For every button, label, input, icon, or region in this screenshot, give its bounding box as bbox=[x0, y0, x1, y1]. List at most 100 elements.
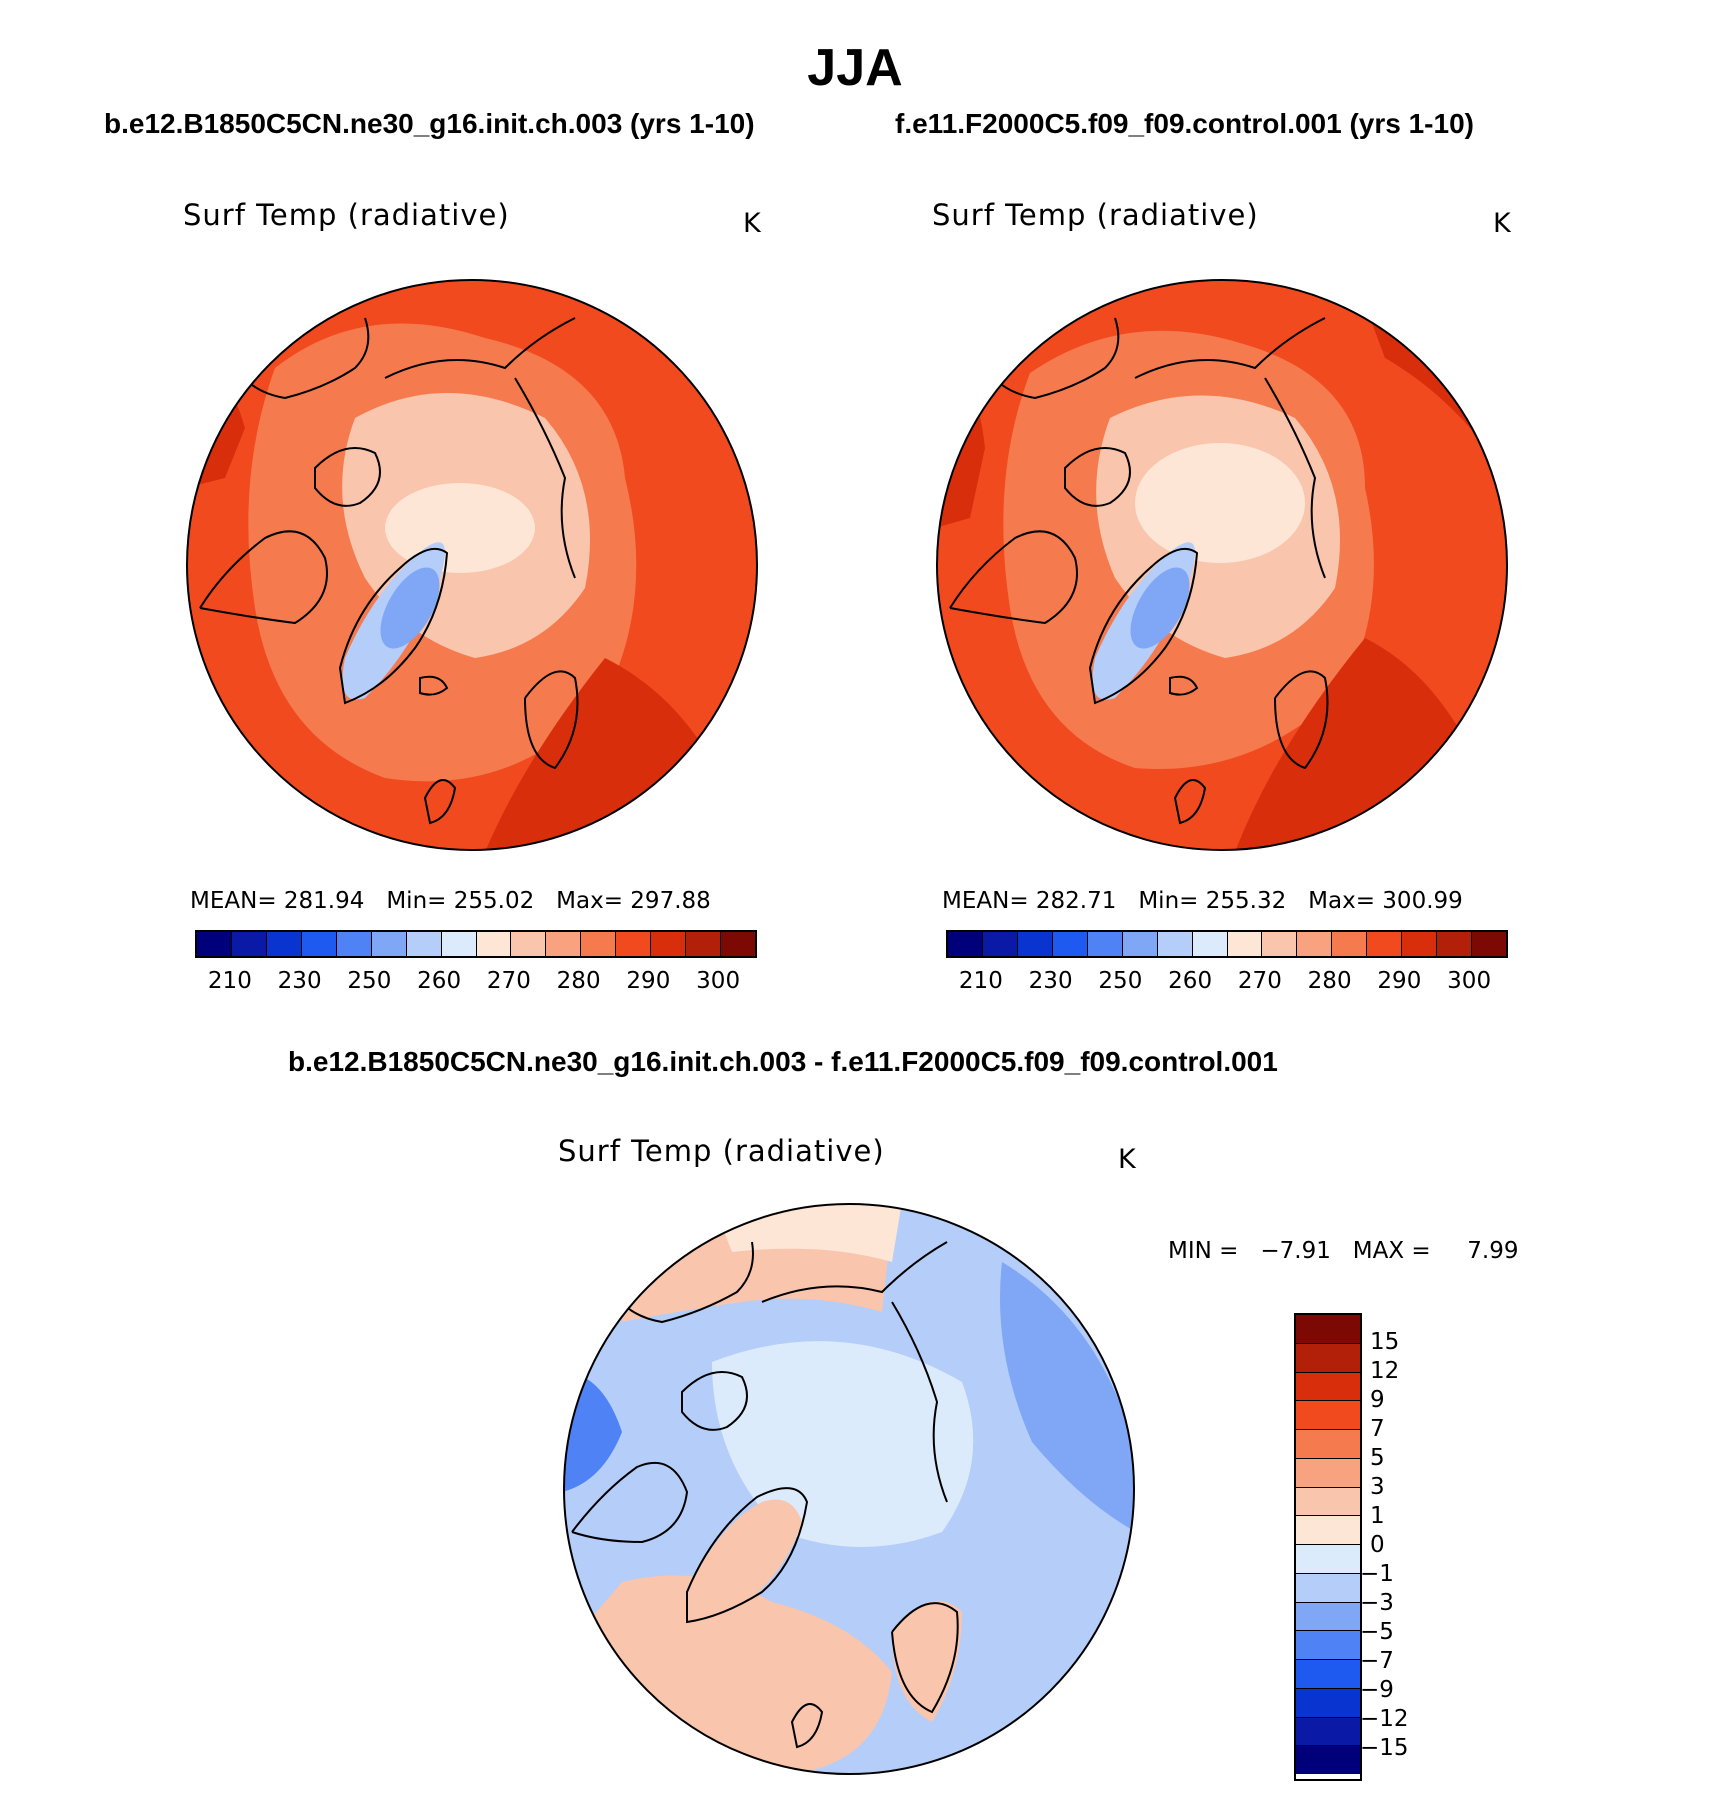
colorbar-tick-label: 260 bbox=[417, 968, 462, 994]
colorbar-tick-label: 300 bbox=[1447, 968, 1492, 994]
colorbar-swatch bbox=[721, 932, 755, 956]
colorbar-tick-label: 230 bbox=[277, 968, 322, 994]
min-value: 255.32 bbox=[1205, 888, 1287, 914]
case2-units: K bbox=[1493, 208, 1511, 239]
colorbar-swatch bbox=[1192, 932, 1228, 956]
colorbar-swatch bbox=[1367, 932, 1403, 956]
mean-label: MEAN= bbox=[942, 888, 1029, 914]
colorbar-swatch bbox=[546, 932, 582, 956]
canada-coast bbox=[199, 530, 328, 625]
diff-stats: MIN = −7.91 MAX = 7.99 bbox=[1168, 1238, 1518, 1264]
colorbar-swatch bbox=[651, 932, 687, 956]
scandinavia-coast bbox=[891, 1602, 959, 1714]
mean-value: 282.71 bbox=[1035, 888, 1117, 914]
siberia-coast bbox=[384, 317, 576, 579]
light-zone bbox=[712, 1341, 974, 1547]
colorbar-tick-label: 0 bbox=[1370, 1532, 1385, 1558]
colorbar-tick-label: 12 bbox=[1370, 1358, 1400, 1384]
archipelago-coast bbox=[314, 447, 381, 507]
colorbar-swatch bbox=[1297, 932, 1333, 956]
diff-max-value: 7.99 bbox=[1467, 1238, 1519, 1264]
colorbar-swatch bbox=[1296, 1717, 1360, 1747]
colorbar-swatch bbox=[441, 932, 477, 956]
colorbar-tick-label: 250 bbox=[1098, 968, 1143, 994]
colorbar-tick-label: 7 bbox=[1370, 1416, 1385, 1442]
colorbar-swatch bbox=[1296, 1545, 1360, 1574]
iceland-coast bbox=[419, 675, 449, 696]
colorbar-tick-label: 270 bbox=[1237, 968, 1282, 994]
colorbar-swatch bbox=[1437, 932, 1473, 956]
scandinavia-coast bbox=[1274, 670, 1329, 770]
case1-colorbar bbox=[195, 930, 757, 958]
mean-label: MEAN= bbox=[190, 888, 277, 914]
colorbar-tick-label: 3 bbox=[1370, 1474, 1385, 1500]
colorbar-tick-label: 260 bbox=[1168, 968, 1213, 994]
colorbar-swatch bbox=[1332, 932, 1368, 956]
mean-value: 281.94 bbox=[283, 888, 365, 914]
colorbar-swatch bbox=[1087, 932, 1123, 956]
colorbar-tick-label: 280 bbox=[1307, 968, 1352, 994]
case1-header: b.e12.B1850C5CN.ne30_g16.init.ch.003 (yr… bbox=[104, 108, 755, 139]
diff-min-value: −7.91 bbox=[1260, 1238, 1331, 1264]
colorbar-swatch bbox=[511, 932, 547, 956]
colorbar-swatch bbox=[1472, 932, 1506, 956]
uk-coast bbox=[423, 779, 457, 825]
greenland-coast bbox=[686, 1487, 809, 1624]
alaska-coast bbox=[989, 317, 1120, 400]
colorbar-swatch bbox=[948, 932, 983, 956]
colorbar-swatch bbox=[1296, 1458, 1360, 1488]
colorbar-tick-label: 15 bbox=[1370, 1329, 1400, 1355]
east-cool bbox=[1000, 1262, 1134, 1532]
colorbar-tick-label: 210 bbox=[207, 968, 252, 994]
colorbar-swatch bbox=[1296, 1602, 1360, 1632]
diff-min-label: MIN = bbox=[1168, 1238, 1239, 1264]
case1-plot-title: Surf Temp (radiative) bbox=[183, 198, 510, 232]
diff-colorbar bbox=[1294, 1313, 1362, 1781]
colorbar-swatch bbox=[1296, 1401, 1360, 1430]
colorbar-swatch bbox=[616, 932, 652, 956]
colorbar-tick-label: −9 bbox=[1360, 1677, 1394, 1703]
uk-coast bbox=[1173, 779, 1207, 825]
min-value: 255.02 bbox=[453, 888, 535, 914]
case2-plot-title: Surf Temp (radiative) bbox=[932, 198, 1259, 232]
alaska-coast bbox=[239, 317, 370, 400]
alaska-coast bbox=[616, 1241, 754, 1324]
pole-zone bbox=[1135, 443, 1305, 563]
diff-header: b.e12.B1850C5CN.ne30_g16.init.ch.003 - f… bbox=[288, 1046, 1278, 1077]
colorbar-swatch bbox=[1122, 932, 1158, 956]
colorbar-swatch bbox=[1296, 1372, 1360, 1402]
diff-colorbar-ticks: 15 12 9 7 5 3 1 0 −1 −3 −5 −7 −9 −12 −15 bbox=[1360, 1313, 1460, 1777]
colorbar-tick-label: −5 bbox=[1360, 1619, 1394, 1645]
colorbar-swatch bbox=[982, 932, 1018, 956]
siberia-coast bbox=[1134, 317, 1326, 579]
case2-colorbar bbox=[946, 930, 1508, 958]
colorbar-tick-label: 290 bbox=[626, 968, 671, 994]
colorbar-swatch bbox=[371, 932, 407, 956]
colorbar-swatch bbox=[1296, 1660, 1360, 1689]
scandinavia-coast bbox=[524, 670, 579, 770]
siberia-coast bbox=[761, 1241, 948, 1503]
greenland-core bbox=[380, 567, 440, 649]
colorbar-swatch bbox=[1296, 1516, 1360, 1545]
case1-colorbar-ticks: 210 230 250 260 270 280 290 300 bbox=[195, 968, 753, 998]
colorbar-swatch bbox=[197, 932, 232, 956]
colorbar-swatch bbox=[1296, 1573, 1360, 1603]
colorbar-tick-label: 9 bbox=[1370, 1387, 1385, 1413]
colorbar-swatch bbox=[1017, 932, 1053, 956]
canada-coast bbox=[949, 530, 1078, 625]
colorbar-tick-label: 1 bbox=[1370, 1503, 1385, 1529]
case1-polar-map bbox=[186, 279, 758, 851]
colorbar-tick-label: 250 bbox=[347, 968, 392, 994]
colorbar-tick-label: 270 bbox=[486, 968, 531, 994]
greenland-core bbox=[1130, 567, 1190, 649]
case2-polar-map bbox=[936, 279, 1508, 851]
greenland-warm bbox=[692, 1499, 802, 1612]
canada-coast bbox=[571, 1462, 689, 1544]
colorbar-swatch bbox=[1296, 1430, 1360, 1459]
diff-units: K bbox=[1118, 1144, 1136, 1175]
colorbar-tick-label: 290 bbox=[1377, 968, 1422, 994]
colorbar-tick-label: 300 bbox=[696, 968, 741, 994]
colorbar-tick-label: 280 bbox=[556, 968, 601, 994]
archipelago-coast bbox=[1064, 447, 1131, 507]
max-value: 300.99 bbox=[1382, 888, 1463, 914]
